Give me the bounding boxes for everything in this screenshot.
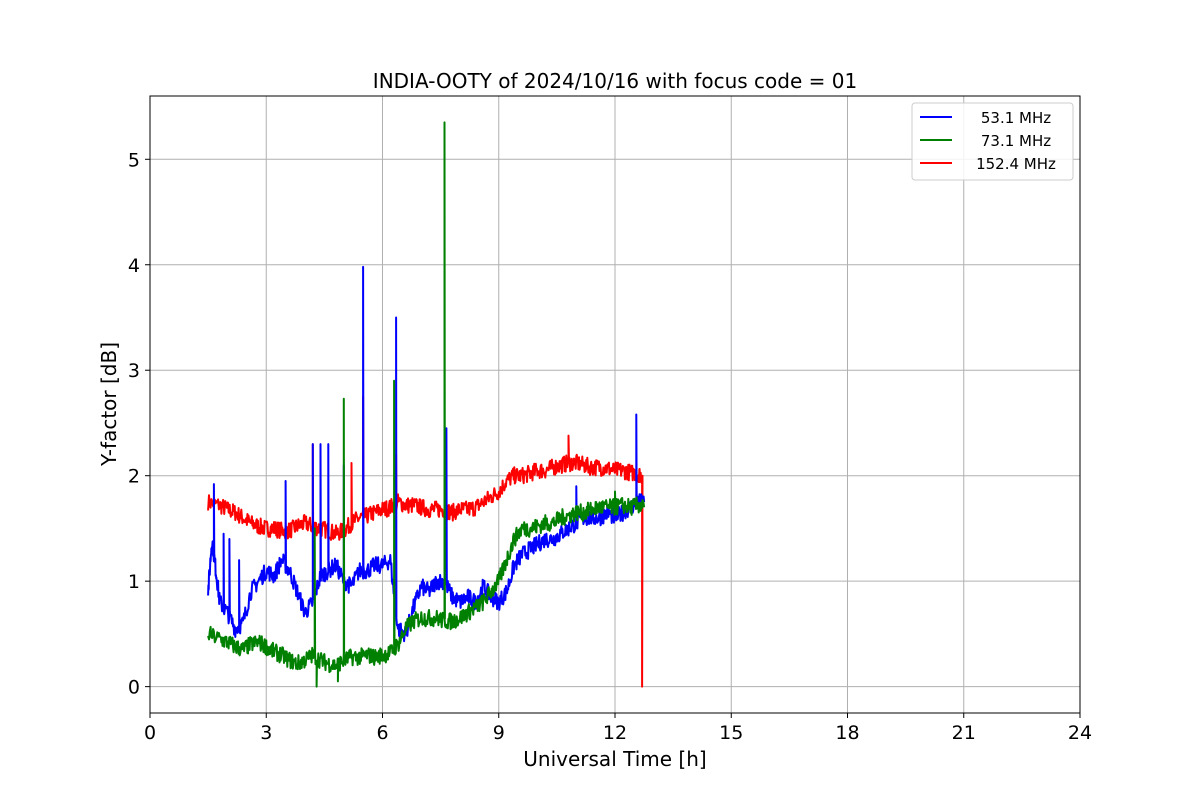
legend-entry-53-1-mhz: 53.1 MHz xyxy=(920,109,1051,127)
x-tick-label-6: 6 xyxy=(376,722,388,744)
x-tick-label-21: 21 xyxy=(952,722,976,744)
legend-label-152-4-mhz: 152.4 MHz xyxy=(976,155,1056,173)
y-tick-label-1: 1 xyxy=(128,571,140,593)
y-tick-label-3: 3 xyxy=(128,360,140,382)
y-axis-label: Y-factor [dB] xyxy=(97,342,121,467)
series-line-73-1-mhz xyxy=(207,121,646,688)
x-tick-label-3: 3 xyxy=(260,722,272,744)
y-tick-label-5: 5 xyxy=(128,149,140,171)
legend-label-53-1-mhz: 53.1 MHz xyxy=(981,109,1051,127)
x-tick-label-12: 12 xyxy=(603,722,627,744)
series-layer xyxy=(207,121,646,688)
x-tick-label-18: 18 xyxy=(835,722,859,744)
chart-title: INDIA-OOTY of 2024/10/16 with focus code… xyxy=(373,69,857,93)
y-tick-label-0: 0 xyxy=(128,677,140,699)
legend-label-73-1-mhz: 73.1 MHz xyxy=(981,132,1051,150)
series-line-53-1-mhz xyxy=(207,265,646,643)
y-tick-label-4: 4 xyxy=(128,255,140,277)
x-axis-label: Universal Time [h] xyxy=(523,747,706,771)
x-tick-label-24: 24 xyxy=(1068,722,1092,744)
legend: 53.1 MHz 73.1 MHz 152.4 MHz xyxy=(911,102,1074,181)
y-tick-label-2: 2 xyxy=(128,466,140,488)
legend-box xyxy=(911,102,1074,181)
x-tick-label-15: 15 xyxy=(719,722,743,744)
x-tick-label-0: 0 xyxy=(144,722,156,744)
legend-entry-152-4-mhz: 152.4 MHz xyxy=(920,155,1056,173)
x-tick-label-9: 9 xyxy=(493,722,505,744)
legend-entry-73-1-mhz: 73.1 MHz xyxy=(920,132,1051,150)
